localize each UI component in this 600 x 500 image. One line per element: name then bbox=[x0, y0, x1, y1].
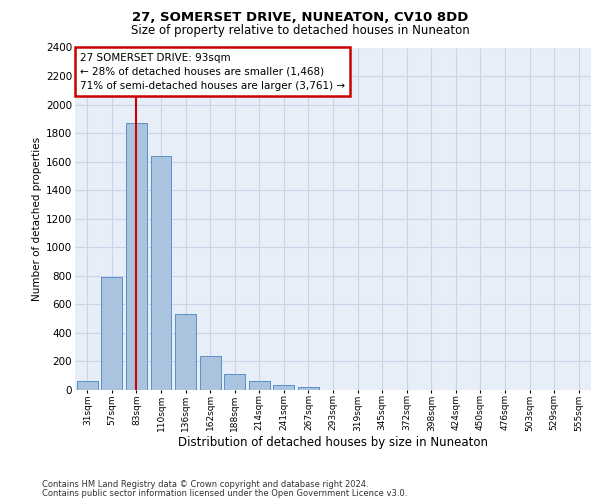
Bar bbox=[101, 278, 122, 390]
Text: Distribution of detached houses by size in Nuneaton: Distribution of detached houses by size … bbox=[178, 436, 488, 449]
Bar bbox=[249, 382, 270, 390]
Bar bbox=[126, 123, 147, 390]
Text: 27 SOMERSET DRIVE: 93sqm
← 28% of detached houses are smaller (1,468)
71% of sem: 27 SOMERSET DRIVE: 93sqm ← 28% of detach… bbox=[80, 52, 345, 90]
Text: Size of property relative to detached houses in Nuneaton: Size of property relative to detached ho… bbox=[131, 24, 469, 37]
Y-axis label: Number of detached properties: Number of detached properties bbox=[32, 136, 42, 301]
Bar bbox=[77, 382, 98, 390]
Bar bbox=[298, 387, 319, 390]
Bar bbox=[274, 385, 295, 390]
Text: Contains HM Land Registry data © Crown copyright and database right 2024.: Contains HM Land Registry data © Crown c… bbox=[42, 480, 368, 489]
Bar bbox=[175, 314, 196, 390]
Bar bbox=[200, 356, 221, 390]
Text: 27, SOMERSET DRIVE, NUNEATON, CV10 8DD: 27, SOMERSET DRIVE, NUNEATON, CV10 8DD bbox=[132, 11, 468, 24]
Bar bbox=[224, 374, 245, 390]
Bar bbox=[151, 156, 172, 390]
Text: Contains public sector information licensed under the Open Government Licence v3: Contains public sector information licen… bbox=[42, 488, 407, 498]
